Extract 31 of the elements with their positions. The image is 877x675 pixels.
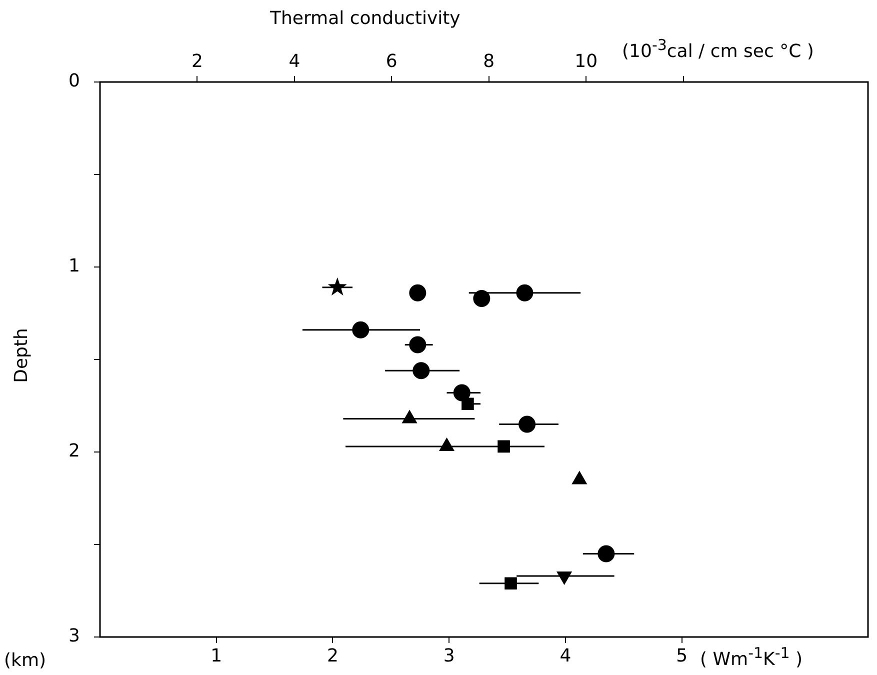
x-axis-title: ( Wm$^{-1}$K$^{-1}$ ) <box>700 644 803 670</box>
x2-tick-label: 2 <box>191 50 203 72</box>
x-tick-label: 3 <box>443 645 455 666</box>
x-tick-label: 4 <box>560 645 572 666</box>
point <box>518 416 536 433</box>
text: (km) <box>4 650 46 671</box>
point <box>352 321 370 338</box>
point <box>409 284 426 302</box>
point <box>409 336 426 354</box>
x2-tick-label: 6 <box>386 50 398 72</box>
point <box>473 290 490 307</box>
y-tick-label: 3 <box>68 626 80 647</box>
point <box>598 545 615 562</box>
x2-axis-title: Thermal conductivity <box>270 8 460 29</box>
text: (10$^{-3}$cal / cm sec °C ) <box>622 36 814 62</box>
point <box>328 277 347 296</box>
point <box>412 362 430 380</box>
x-tick-label: 2 <box>327 645 338 666</box>
point <box>453 384 470 402</box>
point <box>504 577 517 590</box>
y-tick-label: 1 <box>68 256 80 277</box>
x-tick-label: 1 <box>210 645 222 666</box>
y-axis-title: Depth <box>10 328 32 383</box>
y-tick-label: 2 <box>68 440 80 462</box>
x2-tick-label: 8 <box>483 50 495 72</box>
point <box>516 284 534 302</box>
x2-tick-label: 4 <box>288 50 300 72</box>
y-tick-label: 0 <box>68 70 80 92</box>
x-tick-label: 5 <box>676 645 688 666</box>
x2-tick-label: 10 <box>574 50 598 72</box>
point <box>498 440 510 453</box>
